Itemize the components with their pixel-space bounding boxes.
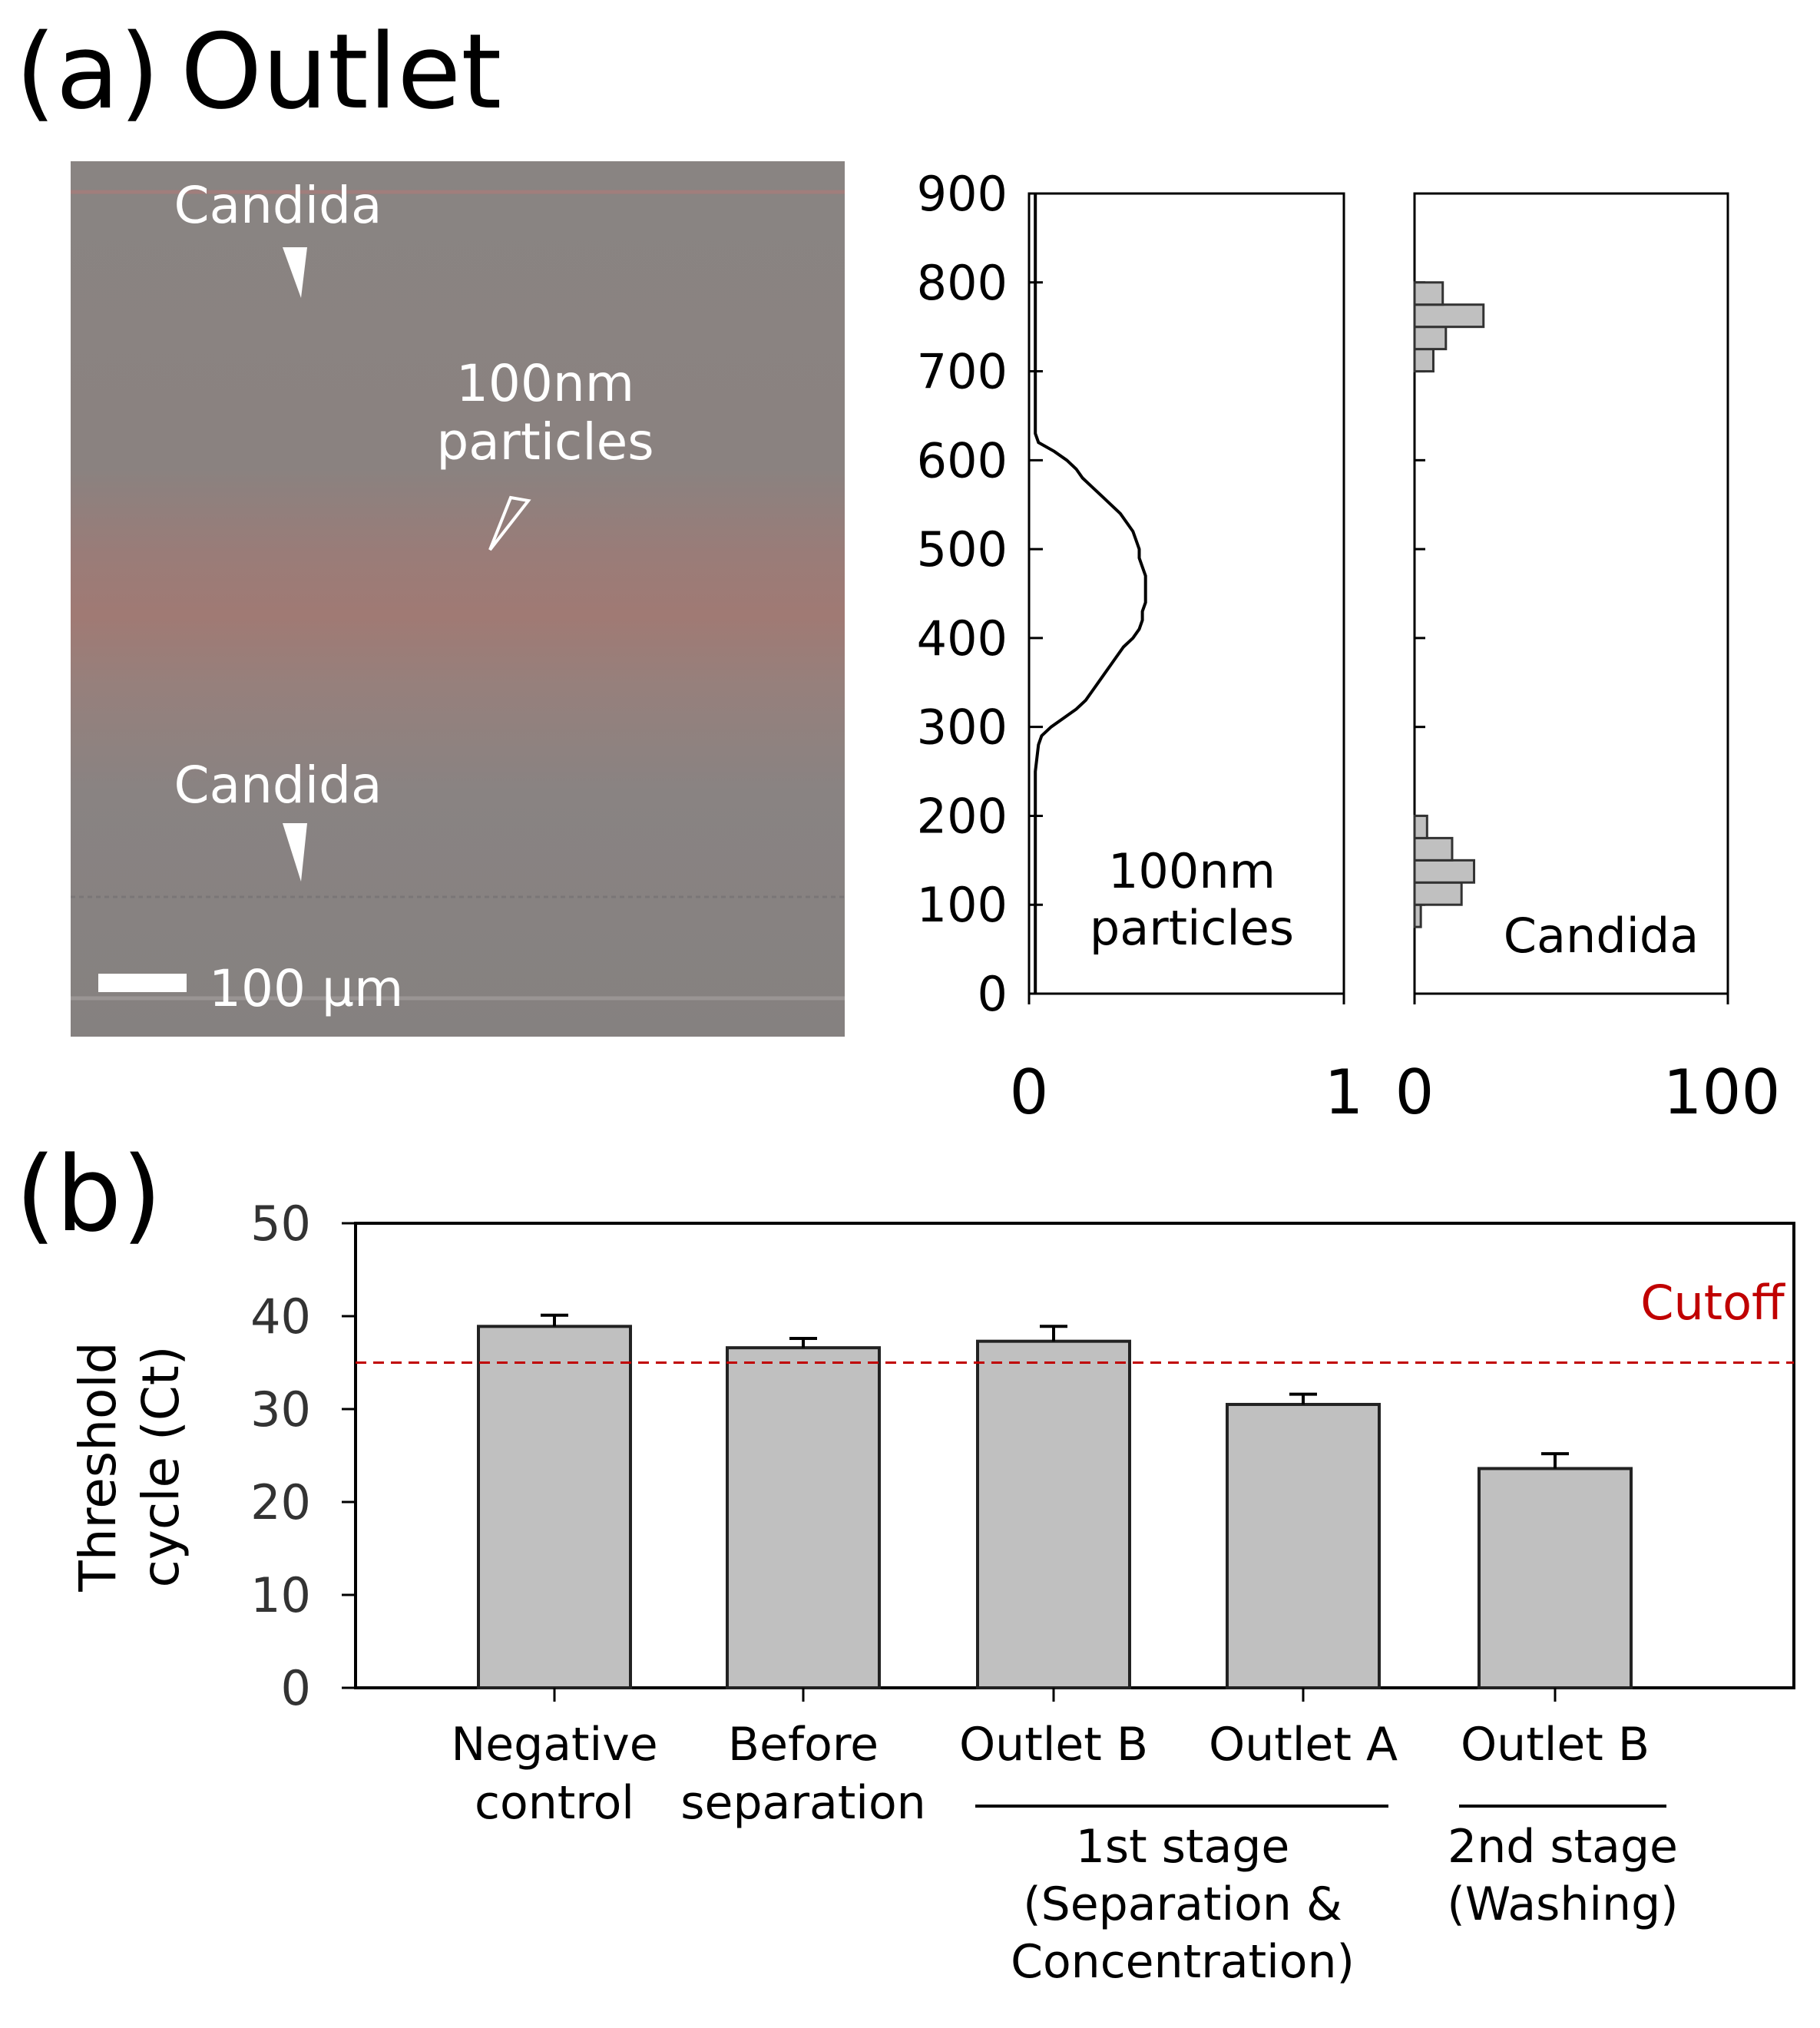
profile-y-tick-label: 300 [917,700,1008,756]
candida-arrowhead-top-icon [283,247,307,298]
profile-y-tick-label: 700 [917,344,1008,400]
scale-bar [98,974,187,992]
bar-y-tick-label: 10 [250,1567,311,1623]
profile-x-tick-label: 0 [1010,1057,1049,1128]
profile-y-tick-label: 800 [917,255,1008,311]
category-label-line1: Outlet B [959,1718,1148,1772]
histogram-x-tick-label: 0 [1395,1057,1434,1128]
candida-label-bottom: Candida [174,756,382,815]
micrograph: Candida 100nm particles Candida 100 µm [71,161,845,1037]
profile-annotation-line1: 100nm [1108,843,1276,899]
y-axis-label-line1: Threshold [68,1342,127,1592]
histogram-bars [1413,281,1485,928]
group-stage-1-line2: (Separation & [1023,1877,1342,1931]
histogram-bar [1413,859,1476,884]
histogram-plot-frame [1413,192,1729,995]
histogram-bar [1413,348,1434,373]
histogram-bar [1413,303,1485,329]
category-label-line1: Outlet A [1209,1718,1398,1772]
group-stage-2-line1: 2nd stage [1448,1820,1678,1874]
group-stage-2-line2: (Washing) [1447,1877,1678,1931]
profile-y-ticks: 0 100 200 300 400 500 600 700 800 900 [917,166,1043,1022]
group-stage-1-line3: Concentration) [1011,1935,1355,1989]
histogram-bar [1413,881,1463,906]
group-stage-1-line1: 1st stage [1076,1820,1290,1874]
histogram-bar [1413,326,1448,351]
particles-arrowhead-icon [488,495,531,551]
category-label-line2: separation [680,1776,925,1830]
histogram-x-tick-label: 100 [1663,1057,1781,1128]
y-axis-label-line2: cycle (Ct) [131,1345,190,1587]
profile-y-tick-label: 0 [978,966,1008,1022]
profile-y-tick-label: 500 [917,521,1008,577]
panel-a-label: (a) [15,12,160,132]
scale-bar-text: 100 µm [209,959,403,1018]
cutoff-label: Cutoff [1640,1275,1785,1331]
histogram-bar [1413,836,1454,862]
bar-y-tick-label: 0 [281,1660,311,1716]
histogram-bar [1413,903,1422,928]
particles-label-line2: particles [436,412,654,471]
bar [1226,1402,1381,1689]
particles-label-line1: 100nm [456,354,634,413]
profile-plot-frame [1027,192,1345,995]
profile-y-tick-label: 100 [917,877,1008,933]
profile-x-tick-label: 1 [1325,1057,1364,1128]
category-label-line2: control [475,1776,634,1830]
category-label-line1: Outlet B [1461,1718,1650,1772]
bar-chart-y-ticks: 0 10 20 30 40 50 [250,1196,356,1716]
candida-histogram-plot: 0 100 Candida [1395,192,1781,1128]
category-label-line1: Before [728,1718,879,1772]
bar [976,1339,1131,1690]
bar-chart-bars [477,1313,1633,1702]
histogram-annotation: Candida [1504,908,1699,964]
bar-y-tick-label: 40 [250,1289,311,1345]
histogram-bar [1413,281,1444,306]
panel-b-label: (b) [15,1134,162,1255]
bar-y-tick-label: 50 [250,1196,311,1252]
candida-arrowhead-bottom-icon [283,823,307,882]
bar [477,1325,632,1690]
category-label-line1: Negative [451,1718,657,1772]
histogram-x-ticks: 0 100 [1395,994,1781,1128]
profile-y-tick-label: 600 [917,432,1008,488]
histogram-bar [1413,814,1428,839]
profile-y-tick-label: 400 [917,610,1008,667]
profile-annotation-line2: particles [1090,900,1294,956]
micrograph-image [71,161,845,1037]
panel-a-title: Outlet [180,12,501,132]
bar-y-tick-label: 30 [250,1381,311,1437]
bar [726,1346,881,1689]
profile-line [1034,194,1147,994]
profile-y-tick-label: 200 [917,788,1008,844]
bar [1478,1467,1633,1689]
bar-y-tick-label: 20 [250,1474,311,1530]
candida-label-top: Candida [174,176,382,235]
profile-y-tick-label: 900 [917,166,1008,222]
